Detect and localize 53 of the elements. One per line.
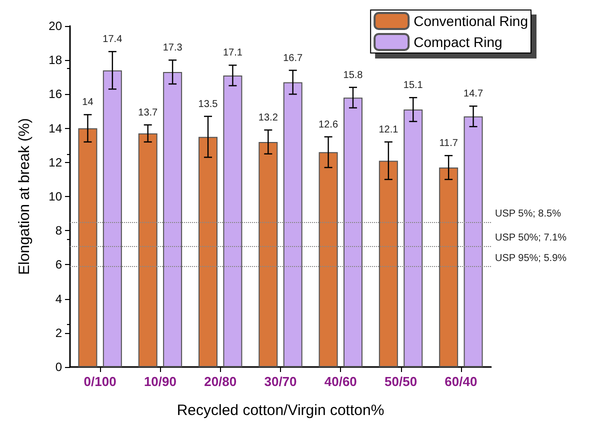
y-tick-label: 12 xyxy=(48,155,62,170)
data-label: 13.5 xyxy=(198,98,218,110)
data-label: 17.1 xyxy=(222,48,243,59)
x-axis-title: Recycled cotton/Virgin cotton% xyxy=(176,402,384,419)
data-label: 12.6 xyxy=(318,119,338,130)
data-label: 13.7 xyxy=(138,107,158,118)
x-tick-label: 30/70 xyxy=(264,374,297,389)
bar xyxy=(378,160,398,367)
data-label: 16.7 xyxy=(283,52,304,64)
bar xyxy=(223,75,242,367)
y-tick-label: 16 xyxy=(48,87,62,102)
x-tick-label: 0/100 xyxy=(84,374,116,389)
ref-line-label: USP 5%; 8.5% xyxy=(495,208,562,220)
bar xyxy=(318,152,338,367)
y-tick-label: 14 xyxy=(48,121,62,136)
y-tick-label: 18 xyxy=(48,53,62,68)
x-tick-label: 40/60 xyxy=(324,374,357,389)
y-axis-title: Elongation at break (%) xyxy=(16,118,33,275)
data-label: 14.7 xyxy=(464,88,484,100)
bar xyxy=(464,116,483,367)
y-tick-label: 0 xyxy=(55,360,62,374)
y-tick-label: 10 xyxy=(48,190,62,204)
data-label: 12.1 xyxy=(378,124,399,136)
bar xyxy=(198,136,218,367)
data-label: 11.7 xyxy=(439,138,458,150)
data-label: 13.2 xyxy=(258,112,278,124)
x-tick-label: 10/90 xyxy=(144,374,176,389)
legend-label: Compact Ring xyxy=(414,34,502,50)
y-tick-label: 4 xyxy=(55,292,62,306)
data-label: 17.3 xyxy=(162,42,183,54)
bar xyxy=(343,98,362,367)
data-label: 15.8 xyxy=(343,70,364,81)
bar xyxy=(138,133,158,367)
ref-line-label: USP 95%; 5.9% xyxy=(495,252,567,264)
data-label: 14 xyxy=(82,97,94,108)
y-tick-label: 8 xyxy=(55,224,62,238)
y-tick-label: 6 xyxy=(55,258,62,272)
data-label: 15.1 xyxy=(403,80,424,92)
legend-label: Conventional Ring xyxy=(414,13,528,29)
y-tick-label: 2 xyxy=(55,326,62,340)
bar xyxy=(102,70,122,367)
ref-line-label: USP 50%; 7.1% xyxy=(495,232,567,244)
bar xyxy=(163,72,182,367)
bar xyxy=(404,110,423,367)
bar xyxy=(283,82,302,367)
x-tick-label: 50/50 xyxy=(384,374,418,389)
x-tick-label: 60/40 xyxy=(444,374,478,389)
bar xyxy=(78,128,98,367)
bar xyxy=(439,168,458,367)
bar xyxy=(258,142,278,367)
data-label: 17.4 xyxy=(102,34,123,46)
x-tick-label: 20/80 xyxy=(204,374,237,389)
y-tick-label: 20 xyxy=(48,19,62,33)
